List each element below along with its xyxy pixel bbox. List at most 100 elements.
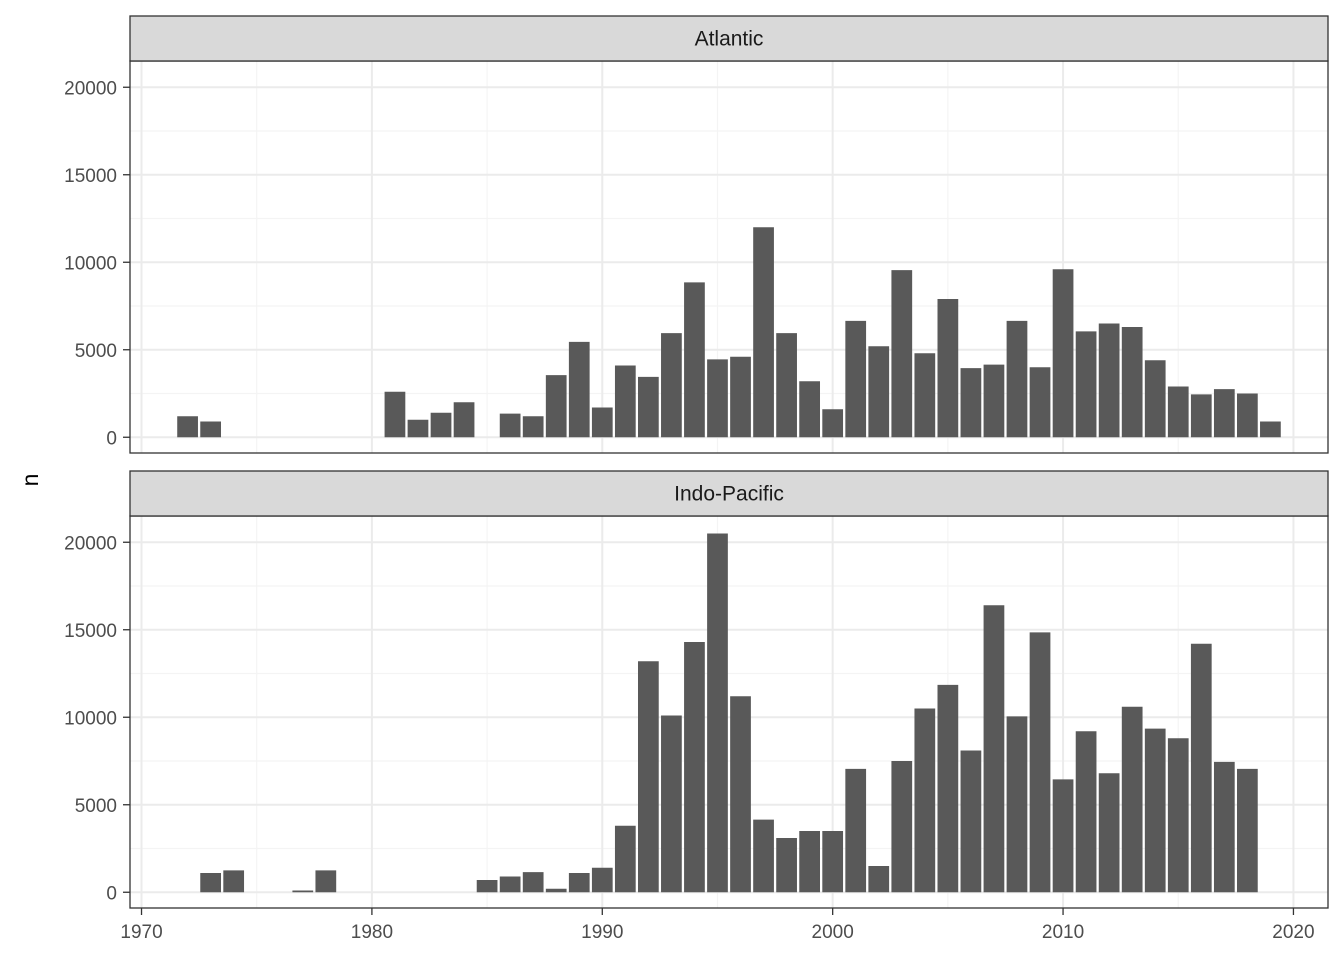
bar <box>1006 716 1028 893</box>
bar <box>1236 393 1258 438</box>
bar <box>1190 643 1212 893</box>
bar <box>1075 731 1097 893</box>
bar <box>684 642 705 893</box>
bar <box>614 365 636 438</box>
grid-lines <box>130 61 1328 453</box>
bar <box>568 341 590 438</box>
bar <box>1260 421 1281 438</box>
y-axis: 0 5000 10000 15000 20000 <box>64 78 130 449</box>
y-axis: 0 5000 10000 15000 20000 <box>64 533 130 904</box>
bar <box>730 356 751 438</box>
bar <box>822 409 844 438</box>
bar <box>476 880 498 893</box>
bar <box>707 359 728 438</box>
bar <box>545 375 567 438</box>
bar <box>914 708 936 893</box>
y-tick-label: 20000 <box>64 78 117 99</box>
y-axis-title: n <box>17 474 43 487</box>
bar <box>1167 738 1189 893</box>
bar <box>845 320 867 438</box>
bar <box>684 282 705 438</box>
bar <box>868 346 890 438</box>
x-tick-label: 2000 <box>812 922 854 943</box>
bar <box>1006 320 1028 438</box>
bar <box>937 684 959 893</box>
bar <box>1190 394 1212 438</box>
bar <box>200 421 222 438</box>
bar <box>1098 323 1120 438</box>
bar <box>1121 327 1143 438</box>
x-axis: 1970 1980 1990 2000 2010 2020 <box>120 908 1315 943</box>
bar <box>707 533 728 893</box>
bar <box>914 353 936 438</box>
bar <box>1121 706 1143 893</box>
bar <box>522 872 544 893</box>
bar <box>1144 728 1166 893</box>
bar <box>499 413 521 438</box>
bar <box>637 661 659 893</box>
y-tick-label: 0 <box>106 883 117 904</box>
bar <box>730 696 751 893</box>
bar <box>1029 367 1051 438</box>
bar <box>753 227 774 438</box>
bar <box>200 873 222 893</box>
bar <box>776 838 797 893</box>
panel-atlantic: Atlantic 0 5000 10000 15000 20000 <box>64 15 1329 454</box>
bar <box>937 299 959 438</box>
bar <box>1167 386 1189 438</box>
bar <box>1213 761 1235 893</box>
y-tick-label: 15000 <box>64 621 117 642</box>
y-tick-label: 5000 <box>75 796 117 817</box>
bar <box>315 870 337 893</box>
bar <box>983 364 1005 438</box>
bar <box>1098 773 1120 893</box>
bar <box>614 825 636 893</box>
bars <box>200 533 1258 893</box>
bar <box>891 270 913 438</box>
bar <box>799 381 821 438</box>
bar <box>223 870 245 893</box>
x-tick-label: 1980 <box>351 922 393 943</box>
bar <box>637 376 659 438</box>
bar <box>776 333 797 438</box>
x-tick-label: 2020 <box>1272 922 1314 943</box>
panel-indo-pacific: Indo-Pacific 0 5000 10000 15000 20000 <box>64 470 1329 909</box>
y-tick-label: 10000 <box>64 708 117 729</box>
bar <box>1236 768 1258 893</box>
bar <box>545 888 567 893</box>
y-tick-label: 15000 <box>64 166 117 187</box>
bar <box>753 819 774 893</box>
bar <box>591 867 613 893</box>
bar <box>522 416 544 438</box>
bars <box>177 227 1281 438</box>
strip-label: Atlantic <box>695 28 764 51</box>
bar <box>1052 779 1074 893</box>
bar <box>177 416 198 438</box>
bar <box>799 831 821 893</box>
bar <box>499 876 521 893</box>
y-tick-label: 0 <box>106 428 117 449</box>
bar <box>453 402 475 438</box>
bar <box>960 750 982 893</box>
bar <box>845 768 867 893</box>
bar <box>960 368 982 438</box>
strip-background <box>129 15 1329 62</box>
bar <box>1213 389 1235 438</box>
bar <box>1029 632 1051 893</box>
strip-label: Indo-Pacific <box>674 483 784 506</box>
bar <box>868 866 890 893</box>
bar <box>891 761 913 893</box>
bar <box>568 873 590 893</box>
x-tick-label: 2010 <box>1042 922 1084 943</box>
y-tick-label: 5000 <box>75 341 117 362</box>
bar <box>430 412 452 438</box>
bar <box>822 831 844 893</box>
bar <box>661 715 682 893</box>
bar <box>1144 360 1166 438</box>
bar <box>1052 269 1074 438</box>
x-tick-label: 1970 <box>120 922 162 943</box>
bar <box>292 890 314 893</box>
bar <box>591 407 613 438</box>
bar <box>407 419 429 438</box>
